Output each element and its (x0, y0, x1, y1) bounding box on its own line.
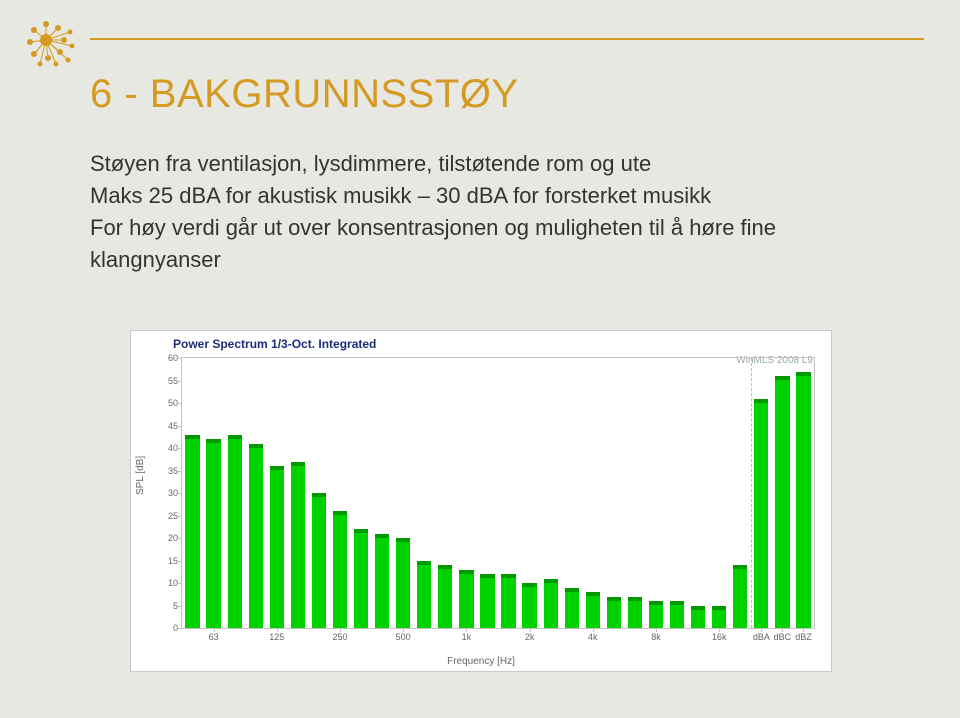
chart-bar (586, 592, 600, 628)
y-tick-label: 35 (150, 466, 178, 476)
body-line: Maks 25 dBA for akustisk musikk – 30 dBA… (90, 180, 900, 212)
x-tick-label: 125 (269, 632, 284, 642)
y-axis-label: SPL [dB] (135, 456, 146, 495)
chart-bar (775, 376, 789, 628)
body-line: For høy verdi går ut over konsentrasjone… (90, 212, 900, 276)
y-tick-label: 60 (150, 353, 178, 363)
y-tick-line (178, 358, 182, 359)
x-tick-label: 8k (651, 632, 661, 642)
y-tick-label: 30 (150, 488, 178, 498)
y-tick-line (178, 628, 182, 629)
x-tick-label: dBC (774, 632, 792, 642)
chart-bar (312, 493, 326, 628)
y-tick-line (178, 516, 182, 517)
spectrum-chart: Power Spectrum 1/3-Oct. Integrated WinML… (130, 330, 832, 672)
y-tick-line (178, 606, 182, 607)
y-tick-line (178, 583, 182, 584)
x-tick-label: 63 (209, 632, 219, 642)
chart-bar (670, 601, 684, 628)
chart-plot-area: 051015202530354045505560631252505001k2k4… (181, 357, 815, 629)
chart-bar (333, 511, 347, 628)
y-tick-line (178, 493, 182, 494)
x-tick-label: 2k (525, 632, 535, 642)
chart-bar (501, 574, 515, 628)
y-tick-line (178, 403, 182, 404)
chart-bar (417, 561, 431, 629)
chart-bar (270, 466, 284, 628)
dandelion-logo (24, 18, 78, 77)
x-tick-label: 250 (332, 632, 347, 642)
x-tick-label: dBZ (795, 632, 812, 642)
chart-bar (733, 565, 747, 628)
slide-title: 6 - BAKGRUNNSSTØY (90, 72, 519, 117)
body-line: Støyen fra ventilasjon, lysdimmere, tils… (90, 148, 900, 180)
x-tick-label: 500 (396, 632, 411, 642)
chart-bar (375, 534, 389, 629)
header-rule (90, 38, 924, 40)
y-tick-label: 45 (150, 421, 178, 431)
chart-bar (522, 583, 536, 628)
chart-bar (480, 574, 494, 628)
x-tick-label: 1k (462, 632, 472, 642)
chart-bar (565, 588, 579, 629)
x-axis-label: Frequency [Hz] (447, 656, 515, 667)
y-tick-line (178, 448, 182, 449)
chart-bar (291, 462, 305, 629)
x-tick-label: 16k (712, 632, 727, 642)
y-tick-label: 15 (150, 556, 178, 566)
y-tick-label: 0 (150, 623, 178, 633)
y-tick-line (178, 426, 182, 427)
y-tick-label: 55 (150, 376, 178, 386)
y-tick-line (178, 561, 182, 562)
x-tick-label: dBA (753, 632, 770, 642)
chart-bar (796, 372, 810, 629)
chart-bar (438, 565, 452, 628)
chart-bar (185, 435, 199, 629)
y-tick-label: 50 (150, 398, 178, 408)
chart-bar (607, 597, 621, 629)
body-text: Støyen fra ventilasjon, lysdimmere, tils… (90, 148, 900, 276)
chart-bar (754, 399, 768, 629)
chart-bar (691, 606, 705, 629)
y-tick-line (178, 471, 182, 472)
y-tick-label: 10 (150, 578, 178, 588)
chart-bar (712, 606, 726, 629)
chart-bar (649, 601, 663, 628)
chart-bar (354, 529, 368, 628)
chart-bar (628, 597, 642, 629)
chart-bar (459, 570, 473, 629)
y-tick-label: 20 (150, 533, 178, 543)
chart-bar (228, 435, 242, 629)
y-tick-label: 5 (150, 601, 178, 611)
x-tick-label: 4k (588, 632, 598, 642)
chart-bar (249, 444, 263, 629)
y-tick-line (178, 538, 182, 539)
y-tick-line (178, 381, 182, 382)
chart-bar (396, 538, 410, 628)
chart-title: Power Spectrum 1/3-Oct. Integrated (173, 337, 376, 351)
chart-bar (206, 439, 220, 628)
chart-bar (544, 579, 558, 629)
y-tick-label: 40 (150, 443, 178, 453)
y-tick-label: 25 (150, 511, 178, 521)
chart-separator (751, 358, 752, 628)
